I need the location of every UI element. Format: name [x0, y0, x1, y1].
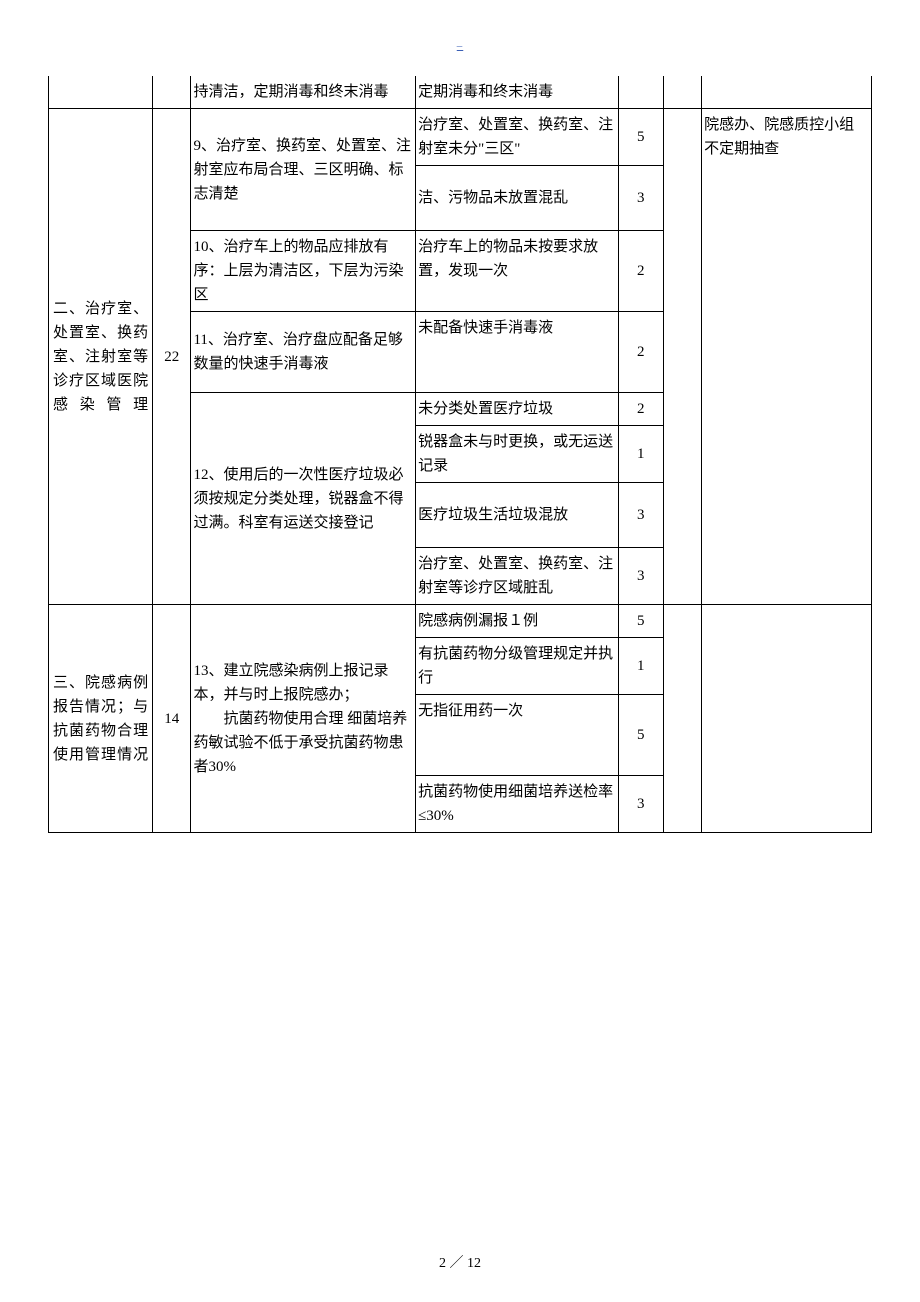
- cell-criteria: 10、治疗车上的物品应排放有序：上层为清洁区，下层为污染区: [191, 231, 416, 312]
- cell-score: 3: [618, 483, 663, 548]
- cell-score: 3: [618, 166, 663, 231]
- cell-finding: 未配备快速手消毒液: [416, 312, 619, 393]
- cell-blank: [663, 76, 701, 109]
- cell-score: 2: [618, 393, 663, 426]
- cell-finding: 未分类处置医疗垃圾: [416, 393, 619, 426]
- cell-criteria: 9、治疗室、换药室、处置室、注射室应布局合理、三区明确、标志清楚: [191, 109, 416, 231]
- cell-blank: [663, 109, 701, 605]
- cell-finding: 治疗室、处置室、换药室、注射室未分"三区": [416, 109, 619, 166]
- cell-score: [618, 76, 663, 109]
- cell-section-title: 二、治疗室、处置室、换药室、注射室等诊疗区域医院感染管理: [49, 109, 153, 605]
- cell-score: 1: [618, 426, 663, 483]
- cell-note: [702, 605, 872, 833]
- cell-score: 1: [618, 638, 663, 695]
- cell-finding: 锐器盒未与时更换，或无运送记录: [416, 426, 619, 483]
- cell-finding: 抗菌药物使用细菌培养送检率≤30%: [416, 776, 619, 833]
- cell-finding: 有抗菌药物分级管理规定并执行: [416, 638, 619, 695]
- cell-section-title: 三、院感病例报告情况；与抗菌药物合理使用管理情况: [49, 605, 153, 833]
- cell-criteria: 13、建立院感染病例上报记录本，并与时上报院感办； 抗菌药物使用合理 细菌培养药…: [191, 605, 416, 833]
- cell-note: [702, 76, 872, 109]
- header-mark: –: [48, 40, 872, 52]
- table-row: 持清洁，定期消毒和终末消毒 定期消毒和终末消毒: [49, 76, 872, 109]
- cell-criteria: 11、治疗室、治疗盘应配备足够数量的快速手消毒液: [191, 312, 416, 393]
- cell-criteria: 持清洁，定期消毒和终末消毒: [191, 76, 416, 109]
- cell-score: 5: [618, 109, 663, 166]
- cell-blank: [663, 605, 701, 833]
- cell-finding: 无指征用药一次: [416, 695, 619, 776]
- cell-score: 2: [618, 231, 663, 312]
- cell-finding: 定期消毒和终末消毒: [416, 76, 619, 109]
- page-footer: 2 ／ 12: [0, 1252, 920, 1272]
- cell-score: 5: [618, 605, 663, 638]
- cell-section-points: 14: [153, 605, 191, 833]
- cell-finding: 治疗车上的物品未按要求放置，发现一次: [416, 231, 619, 312]
- cell-finding: 院感病例漏报１例: [416, 605, 619, 638]
- cell-score: 3: [618, 776, 663, 833]
- cell-score: 3: [618, 548, 663, 605]
- cell-score: 5: [618, 695, 663, 776]
- cell-section: [49, 76, 153, 109]
- cell-finding: 治疗室、处置室、换药室、注射室等诊疗区域脏乱: [416, 548, 619, 605]
- table-row: 三、院感病例报告情况；与抗菌药物合理使用管理情况 14 13、建立院感染病例上报…: [49, 605, 872, 638]
- table-row: 二、治疗室、处置室、换药室、注射室等诊疗区域医院感染管理 22 9、治疗室、换药…: [49, 109, 872, 166]
- cell-score: 2: [618, 312, 663, 393]
- assessment-table: 持清洁，定期消毒和终末消毒 定期消毒和终末消毒 二、治疗室、处置室、换药室、注射…: [48, 76, 872, 833]
- cell-points: [153, 76, 191, 109]
- document-page: – 持清洁，定期消毒和终末消毒 定期消毒和终末消毒 二、治疗室、处置室、换药室、…: [0, 0, 920, 1302]
- cell-criteria: 12、使用后的一次性医疗垃圾必须按规定分类处理，锐器盒不得过满。科室有运送交接登…: [191, 393, 416, 605]
- cell-finding: 洁、污物品未放置混乱: [416, 166, 619, 231]
- cell-finding: 医疗垃圾生活垃圾混放: [416, 483, 619, 548]
- cell-section-points: 22: [153, 109, 191, 605]
- cell-note: 院感办、院感质控小组不定期抽查: [702, 109, 872, 605]
